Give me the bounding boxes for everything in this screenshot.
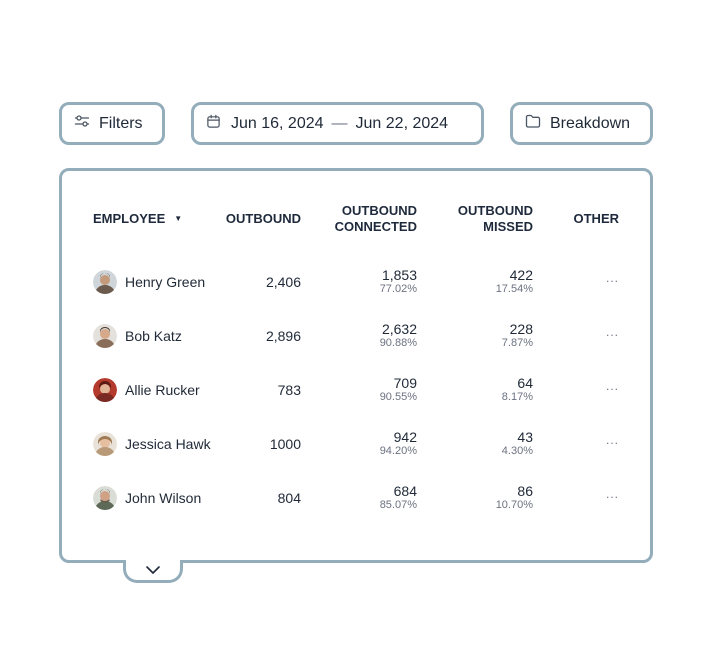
- filters-button[interactable]: Filters: [59, 102, 165, 145]
- outbound-count: 783: [277, 382, 301, 398]
- other-more[interactable]: ...: [605, 271, 619, 285]
- header-missed-line2: MISSED: [483, 219, 533, 234]
- connected-percent: 85.07%: [379, 499, 417, 511]
- header-connected-line2: CONNECTED: [334, 219, 417, 234]
- avatar: [93, 324, 117, 348]
- date-start: Jun 16, 2024: [231, 114, 324, 132]
- missed-percent: 17.54%: [495, 283, 533, 295]
- connected-percent: 90.55%: [379, 391, 417, 403]
- table-row[interactable]: Bob Katz 2,896 2,632 90.88% 228 7.87% ..…: [62, 321, 650, 363]
- header-employee[interactable]: EMPLOYEE ▼: [93, 211, 182, 227]
- connected-count: 1,853: [381, 267, 417, 283]
- connected-count: 2,632: [381, 321, 417, 337]
- missed-percent: 7.87%: [501, 337, 533, 349]
- missed-percent: 8.17%: [501, 391, 533, 403]
- header-outbound[interactable]: OUTBOUND: [225, 211, 301, 226]
- other-more[interactable]: ...: [605, 325, 619, 339]
- sort-desc-icon: ▼: [174, 214, 183, 223]
- header-outbound-missed[interactable]: OUTBOUND MISSED: [458, 203, 533, 235]
- employee-name: Bob Katz: [125, 328, 182, 344]
- employee-name: Henry Green: [125, 274, 206, 290]
- header-missed-line1: OUTBOUND: [457, 203, 533, 218]
- avatar: [93, 486, 117, 510]
- avatar: [93, 432, 117, 456]
- connected-percent: 90.88%: [379, 337, 417, 349]
- missed-count: 422: [509, 267, 533, 283]
- other-more[interactable]: ...: [605, 487, 619, 501]
- table-row[interactable]: John Wilson 804 684 85.07% 86 10.70% ...: [62, 483, 650, 525]
- missed-count: 43: [517, 429, 533, 445]
- other-more[interactable]: ...: [605, 433, 619, 447]
- outbound-count: 804: [277, 490, 301, 506]
- missed-count: 64: [517, 375, 533, 391]
- expand-table-button[interactable]: [123, 560, 183, 583]
- header-employee-label: EMPLOYEE: [93, 211, 166, 226]
- missed-count: 86: [517, 483, 533, 499]
- sliders-icon: [74, 113, 90, 134]
- date-end: Jun 22, 2024: [355, 114, 449, 132]
- table-row[interactable]: Allie Rucker 783 709 90.55% 64 8.17% ...: [62, 375, 650, 417]
- date-separator: —: [331, 114, 348, 132]
- connected-count: 709: [393, 375, 417, 391]
- outbound-count: 2,406: [265, 274, 301, 290]
- breakdown-label: Breakdown: [550, 114, 631, 132]
- chevron-down-icon: [146, 561, 160, 579]
- avatar: [93, 270, 117, 294]
- breakdown-button[interactable]: Breakdown: [510, 102, 653, 145]
- missed-percent: 10.70%: [495, 499, 533, 511]
- header-connected-line1: OUTBOUND: [341, 203, 417, 218]
- connected-count: 684: [393, 483, 417, 499]
- connected-count: 942: [393, 429, 417, 445]
- employee-name: John Wilson: [125, 490, 202, 506]
- table-row[interactable]: Henry Green 2,406 1,853 77.02% 422 17.54…: [62, 267, 650, 309]
- other-more[interactable]: ...: [605, 379, 619, 393]
- outbound-count: 1000: [269, 436, 301, 452]
- date-range-picker[interactable]: Jun 16, 2024 — Jun 22, 2024: [191, 102, 484, 145]
- folder-icon: [525, 114, 541, 134]
- missed-count: 228: [509, 321, 533, 337]
- missed-percent: 4.30%: [501, 445, 533, 457]
- header-outbound-connected[interactable]: OUTBOUND CONNECTED: [335, 203, 417, 235]
- outbound-count: 2,896: [265, 328, 301, 344]
- header-other[interactable]: OTHER: [573, 211, 620, 226]
- filters-label: Filters: [99, 114, 143, 132]
- employee-calls-table: EMPLOYEE ▼ OUTBOUND OUTBOUND CONNECTED O…: [59, 168, 653, 563]
- employee-name: Allie Rucker: [125, 382, 200, 398]
- calendar-icon: [206, 114, 221, 134]
- connected-percent: 77.02%: [379, 283, 417, 295]
- avatar: [93, 378, 117, 402]
- table-row[interactable]: Jessica Hawk 1000 942 94.20% 43 4.30% ..…: [62, 429, 650, 471]
- employee-name: Jessica Hawk: [125, 436, 211, 452]
- connected-percent: 94.20%: [379, 445, 417, 457]
